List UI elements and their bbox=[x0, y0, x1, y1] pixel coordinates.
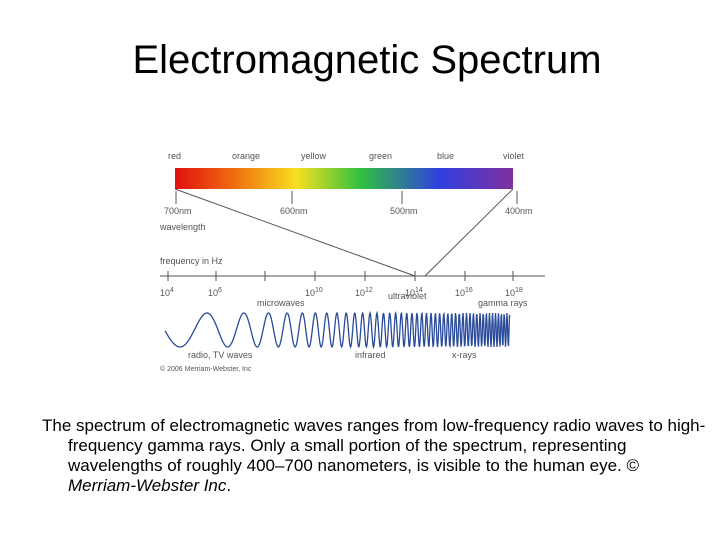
frequency-label: frequency in Hz bbox=[160, 256, 223, 266]
frequency-base: 10 bbox=[505, 288, 515, 298]
frequency-tick-label: 1014 bbox=[405, 287, 423, 298]
slide-title: Electromagnetic Spectrum bbox=[132, 38, 602, 82]
band-label: microwaves bbox=[257, 298, 305, 308]
wave bbox=[164, 310, 511, 350]
color-label: orange bbox=[232, 151, 260, 161]
frequency-base: 10 bbox=[355, 288, 365, 298]
visible-spectrum-bar bbox=[175, 168, 513, 189]
color-label: red bbox=[168, 151, 181, 161]
copyright: © 2006 Merriam-Webster, Inc bbox=[160, 365, 252, 373]
spectrum-diagram: wavelength frequency in Hz © 2006 Merria… bbox=[159, 151, 545, 373]
frequency-base: 10 bbox=[455, 288, 465, 298]
frequency-tick-label: 104 bbox=[160, 287, 174, 298]
frequency-exponent: 12 bbox=[365, 287, 373, 294]
frequency-exponent: 14 bbox=[415, 287, 423, 294]
frequency-tick-label: 1016 bbox=[455, 287, 473, 298]
caption: The spectrum of electromagnetic waves ra… bbox=[42, 416, 708, 496]
band-label: radio, TV waves bbox=[188, 350, 253, 360]
band-label: ultraviolet bbox=[388, 291, 427, 301]
band-label: gamma rays bbox=[478, 298, 528, 308]
color-label: green bbox=[369, 151, 392, 161]
connector-line bbox=[424, 188, 514, 277]
frequency-exponent: 10 bbox=[315, 287, 323, 294]
wavelength-tick-label: 400nm bbox=[505, 206, 533, 216]
frequency-tick-label: 1010 bbox=[305, 287, 323, 298]
band-label: x-rays bbox=[452, 350, 477, 360]
caption-source: Merriam-Webster Inc bbox=[68, 476, 227, 495]
frequency-base: 10 bbox=[208, 288, 218, 298]
frequency-base: 10 bbox=[405, 288, 415, 298]
wavelength-label: wavelength bbox=[159, 222, 206, 232]
band-label: infrared bbox=[355, 350, 386, 360]
frequency-base: 10 bbox=[160, 288, 170, 298]
frequency-exponent: 18 bbox=[515, 287, 523, 294]
color-label: yellow bbox=[301, 151, 327, 161]
frequency-tick-label: 106 bbox=[208, 287, 222, 298]
color-label: blue bbox=[437, 151, 454, 161]
frequency-exponent: 16 bbox=[465, 287, 473, 294]
frequency-exponent: 4 bbox=[170, 287, 174, 294]
frequency-tick-label: 1018 bbox=[505, 287, 523, 298]
caption-text: The spectrum of electromagnetic waves ra… bbox=[42, 416, 706, 475]
wavelength-tick-label: 700nm bbox=[164, 206, 192, 216]
frequency-base: 10 bbox=[305, 288, 315, 298]
caption-end: . bbox=[226, 476, 232, 495]
frequency-tick-label: 1012 bbox=[355, 287, 373, 298]
connector-line bbox=[174, 188, 416, 277]
frequency-exponent: 6 bbox=[218, 287, 222, 294]
wavelength-tick-label: 500nm bbox=[390, 206, 418, 216]
color-label: violet bbox=[503, 151, 525, 161]
wavelength-tick-label: 600nm bbox=[280, 206, 308, 216]
